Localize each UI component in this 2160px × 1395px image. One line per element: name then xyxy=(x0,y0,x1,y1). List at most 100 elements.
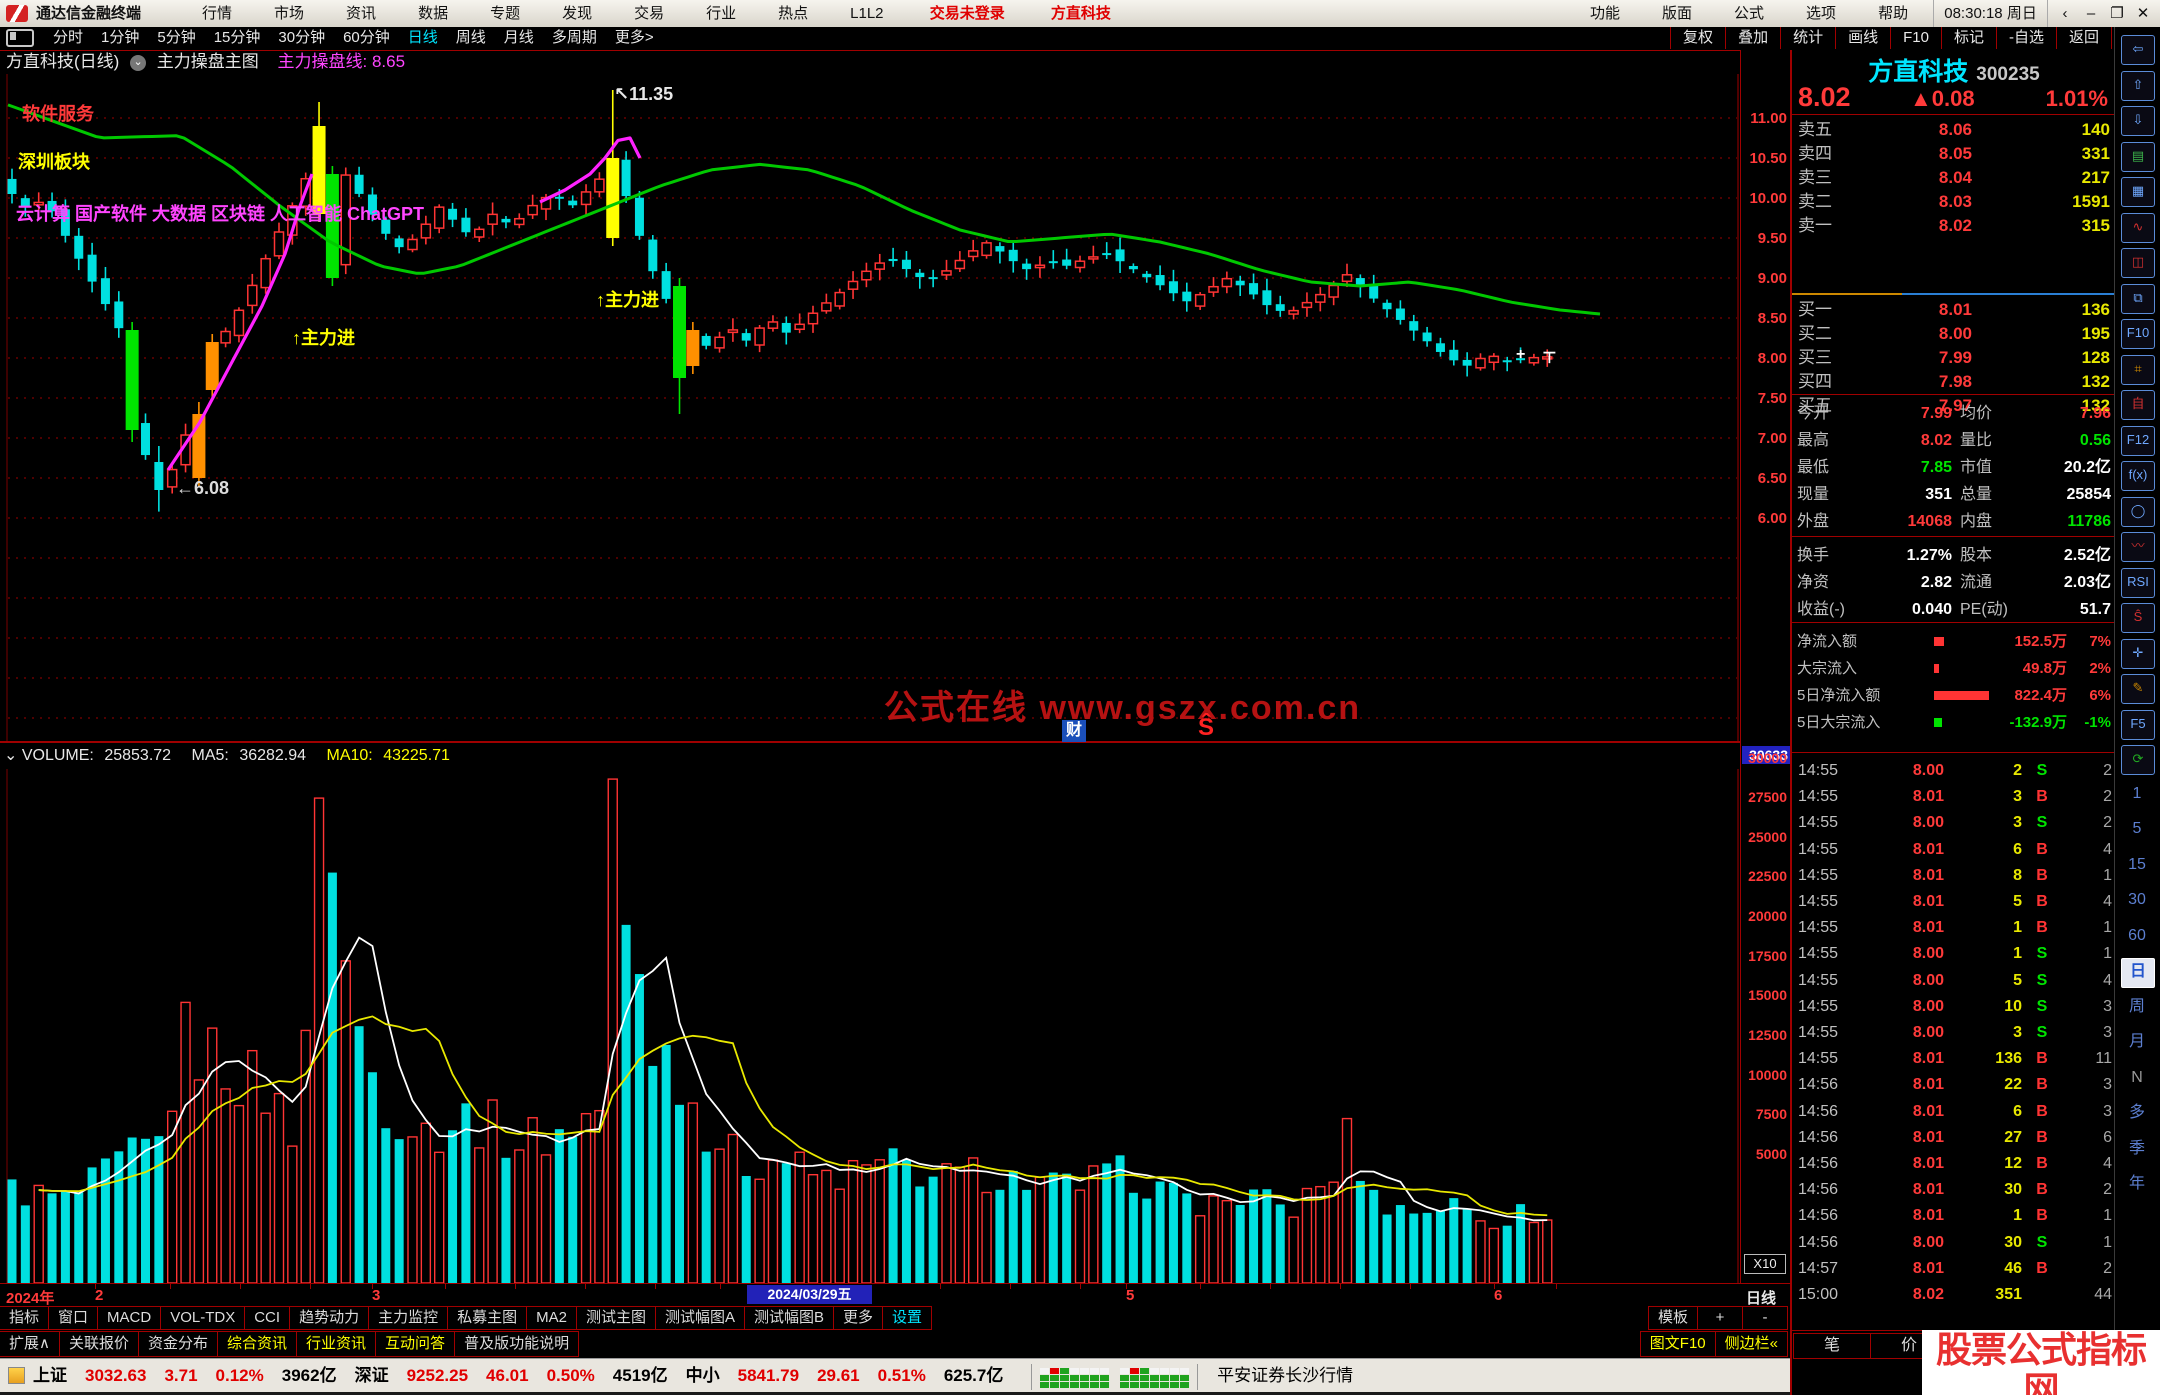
timeframe-日线[interactable]: 日线 xyxy=(407,29,438,46)
tool-标记[interactable]: 标记 xyxy=(1940,27,1996,49)
tick-row-4[interactable]: 14:55 8.01 8 B 1 xyxy=(1792,863,2116,889)
tick-row-20[interactable]: 15:00 8.02 351 44 xyxy=(1792,1282,2116,1308)
f10-icon[interactable]: F10 xyxy=(2121,319,2155,349)
scroll-down-icon[interactable]: ⇩ xyxy=(2121,106,2155,136)
index-name-深证[interactable]: 深证 xyxy=(354,1366,389,1385)
layout-toggle-button[interactable] xyxy=(6,29,34,48)
menu-item-版面[interactable]: 版面 xyxy=(1662,5,1693,22)
tab-侧边栏«[interactable]: 侧边栏« xyxy=(1714,1331,1788,1357)
period-multi[interactable]: 多 xyxy=(2128,1104,2145,1121)
refresh-icon[interactable]: ⟳ xyxy=(2121,745,2155,775)
menu-item-交易[interactable]: 交易 xyxy=(634,5,665,22)
timeframe-更多>[interactable]: 更多> xyxy=(614,29,654,46)
tick-row-14[interactable]: 14:56 8.01 27 B 6 xyxy=(1792,1125,2116,1151)
tool-叠加[interactable]: 叠加 xyxy=(1725,27,1780,49)
current-stock-label[interactable]: 方直科技 xyxy=(1050,5,1111,22)
tick-row-8[interactable]: 14:55 8.00 5 S 4 xyxy=(1792,968,2116,994)
index-name-上证[interactable]: 上证 xyxy=(33,1366,67,1385)
menu-item-资讯[interactable]: 资讯 xyxy=(346,5,377,22)
trend-chart-icon[interactable]: ∿ xyxy=(2121,212,2155,243)
tick-row-13[interactable]: 14:56 8.01 6 B 3 xyxy=(1792,1099,2116,1125)
move-icon[interactable]: ✛ xyxy=(2121,638,2155,669)
multi-page-icon[interactable]: ⧉ xyxy=(2121,283,2155,314)
period-1min[interactable]: 1 xyxy=(2132,784,2142,802)
tab-趋势动力[interactable]: 趋势动力 xyxy=(289,1306,370,1330)
tab-综合资讯[interactable]: 综合资讯 xyxy=(217,1331,298,1357)
formula-icon[interactable]: f(x) xyxy=(2121,461,2155,491)
period-year[interactable]: 年 xyxy=(2128,1175,2145,1192)
close-button[interactable]: ✕ xyxy=(2136,5,2150,22)
menu-item-帮助[interactable]: 帮助 xyxy=(1878,5,1909,22)
bid-row-2[interactable]: 买二 8.00 195 xyxy=(1792,322,2116,346)
ask-row-1[interactable]: 卖一 8.02 315 xyxy=(1792,214,2116,238)
tick-row-9[interactable]: 14:55 8.00 10 S 3 xyxy=(1792,994,2116,1020)
tab-MA2[interactable]: MA2 xyxy=(526,1306,577,1330)
tool-F10[interactable]: F10 xyxy=(1890,27,1941,49)
tick-row-11[interactable]: 14:55 8.01 136 B 11 xyxy=(1792,1046,2116,1072)
custom-icon[interactable]: 自 xyxy=(2121,390,2155,420)
period-quarter[interactable]: 季 xyxy=(2128,1139,2145,1157)
tick-row-18[interactable]: 14:56 8.00 30 S 1 xyxy=(1792,1230,2116,1256)
tick-row-5[interactable]: 14:55 8.01 5 B 4 xyxy=(1792,889,2116,915)
tick-row-17[interactable]: 14:56 8.01 1 B 1 xyxy=(1792,1203,2116,1229)
tab-测试幅图B[interactable]: 测试幅图B xyxy=(743,1306,834,1330)
menu-item-行情[interactable]: 行情 xyxy=(202,5,233,22)
menu-item-热点[interactable]: 热点 xyxy=(778,5,809,22)
restore-button[interactable]: ❐ xyxy=(2110,5,2124,22)
ask-row-3[interactable]: 卖三 8.04 217 xyxy=(1792,166,2116,190)
tick-row-6[interactable]: 14:55 8.01 1 B 1 xyxy=(1792,915,2116,941)
tick-row-3[interactable]: 14:55 8.01 6 B 4 xyxy=(1792,837,2116,863)
tab-测试幅图A[interactable]: 测试幅图A xyxy=(654,1306,745,1330)
tab-MACD[interactable]: MACD xyxy=(97,1306,162,1330)
tab-资金分布[interactable]: 资金分布 xyxy=(138,1331,219,1357)
tab-更多[interactable]: 更多 xyxy=(833,1306,884,1330)
ask-row-5[interactable]: 卖五 8.06 140 xyxy=(1792,118,2116,142)
tab-CCI[interactable]: CCI xyxy=(244,1306,291,1330)
period-5min[interactable]: 5 xyxy=(2132,820,2142,837)
tab-模板[interactable]: 模板 xyxy=(1647,1306,1698,1330)
menu-item-选项[interactable]: 选项 xyxy=(1806,5,1837,22)
back-button[interactable]: ‹ xyxy=(2062,5,2068,22)
bid-row-1[interactable]: 买一 8.01 136 xyxy=(1792,298,2116,322)
rsi-icon[interactable]: RSI xyxy=(2121,567,2155,598)
period-15min[interactable]: 15 xyxy=(2128,855,2146,873)
f12-icon[interactable]: F12 xyxy=(2121,425,2155,456)
tick-tab-笔[interactable]: 笔 xyxy=(1793,1333,1871,1359)
back-icon[interactable]: ⇦ xyxy=(2121,35,2155,65)
circle-icon[interactable]: ◯ xyxy=(2121,496,2155,527)
tool-统计[interactable]: 统计 xyxy=(1780,27,1835,49)
period-day[interactable]: 日 xyxy=(2121,958,2155,988)
timeframe-周线[interactable]: 周线 xyxy=(455,29,486,46)
timeframe-1分钟[interactable]: 1分钟 xyxy=(101,29,140,46)
tab-普及版功能说明[interactable]: 普及版功能说明 xyxy=(454,1331,580,1357)
menu-item-数据[interactable]: 数据 xyxy=(418,5,449,22)
wave-icon[interactable]: 〰 xyxy=(2121,532,2155,562)
f5-icon[interactable]: F5 xyxy=(2121,709,2155,740)
indicator-name[interactable]: 主力操盘主图 xyxy=(156,52,259,71)
tick-row-12[interactable]: 14:56 8.01 22 B 3 xyxy=(1792,1072,2116,1098)
tab-VOL-TDX[interactable]: VOL-TDX xyxy=(160,1306,246,1330)
timeframe-分时[interactable]: 分时 xyxy=(53,29,84,46)
minimize-button[interactable]: – xyxy=(2086,5,2096,22)
menu-item-市场[interactable]: 市场 xyxy=(274,5,305,22)
tab-指标[interactable]: 指标 xyxy=(0,1306,50,1330)
tab-+[interactable]: + xyxy=(1697,1306,1743,1330)
tab--[interactable]: - xyxy=(1742,1306,1788,1330)
tick-row-1[interactable]: 14:55 8.01 3 B 2 xyxy=(1792,784,2116,810)
menu-item-公式[interactable]: 公式 xyxy=(1734,5,1765,22)
tick-row-10[interactable]: 14:55 8.00 3 S 3 xyxy=(1792,1020,2116,1046)
index-name-中小[interactable]: 中小 xyxy=(685,1366,720,1385)
tick-row-7[interactable]: 14:55 8.00 1 S 1 xyxy=(1792,941,2116,967)
tab-图文F10[interactable]: 图文F10 xyxy=(1639,1331,1716,1357)
period-n[interactable]: N xyxy=(2131,1068,2143,1086)
tool--自选[interactable]: -自选 xyxy=(1995,27,2056,49)
period-60min[interactable]: 60 xyxy=(2128,926,2146,944)
tool-画线[interactable]: 画线 xyxy=(1835,27,1890,49)
menu-item-功能[interactable]: 功能 xyxy=(1590,5,1621,22)
kline-icon[interactable]: ◫ xyxy=(2121,248,2155,278)
tool-复权[interactable]: 复权 xyxy=(1670,27,1725,49)
tick-row-19[interactable]: 14:57 8.01 46 B 2 xyxy=(1792,1256,2116,1282)
timeframe-多周期[interactable]: 多周期 xyxy=(551,29,597,46)
tab-设置[interactable]: 设置 xyxy=(882,1306,933,1330)
timeframe-月线[interactable]: 月线 xyxy=(503,29,534,46)
